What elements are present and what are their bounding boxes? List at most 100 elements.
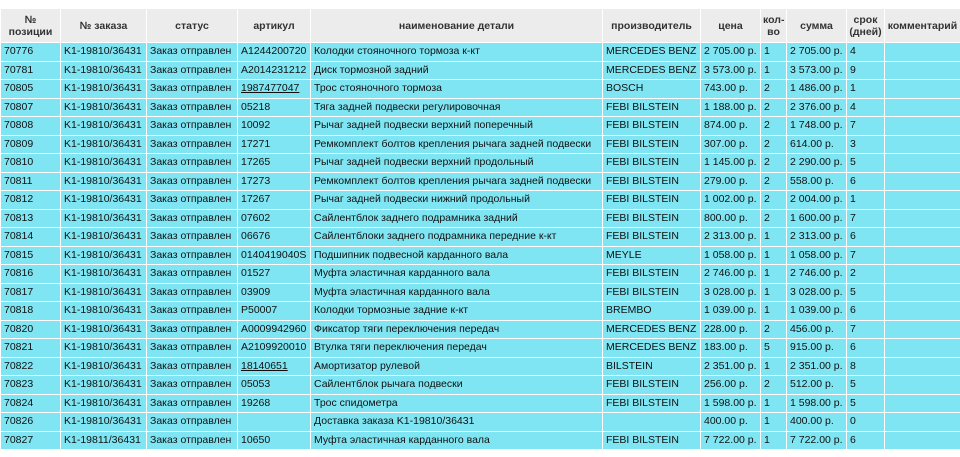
header-row: № позиции № заказа статус артикул наименован… <box>0 8 960 43</box>
orders-table: № позиции № заказа статус артикул наименован… <box>0 8 960 450</box>
table-row: 70818 K1-19810/36431 Заказ отправлен P50007… <box>0 301 960 321</box>
table-row: 70816 K1-19810/36431 Заказ отправлен 01527 М… <box>0 264 960 284</box>
empty-cell <box>884 301 960 321</box>
table-cell: 6 <box>846 227 885 247</box>
table-row: 70781 K1-19810/36431 Заказ отправлен A20142… <box>0 60 960 80</box>
table-cell: 4 <box>846 97 885 117</box>
table-cell: 70781 <box>0 60 61 80</box>
table-cell: 5 <box>846 375 885 395</box>
table-cell: K1-19810/36431 <box>60 79 147 99</box>
empty-cell <box>884 393 960 413</box>
table-cell: 70824 <box>0 393 61 413</box>
table-cell: 743.00 р. <box>700 79 761 99</box>
table-cell: 1 <box>760 227 787 247</box>
table-cell: 10092 <box>237 116 311 136</box>
table-cell: FEBI BILSTEIN <box>602 282 701 302</box>
table-cell: 2 004.00 р. <box>786 190 847 210</box>
table-row: 70812 K1-19810/36431 Заказ отправлен 17267 Р… <box>0 190 960 210</box>
table-cell: 2 <box>760 116 787 136</box>
table-cell: 10650 <box>237 430 311 450</box>
table-cell: 17271 <box>237 134 311 154</box>
table-cell: FEBI BILSTEIN <box>602 190 701 210</box>
table-cell: 1 <box>846 190 885 210</box>
table-cell: K1-19810/36431 <box>60 208 147 228</box>
table-cell: Заказ отправлен <box>146 282 238 302</box>
table-row: 70823 K1-19810/36431 Заказ отправлен 05053 С… <box>0 375 960 395</box>
column-header: производитель <box>602 8 701 43</box>
empty-cell <box>884 264 960 284</box>
column-header: артикул <box>237 8 311 43</box>
table-cell: 17273 <box>237 171 311 191</box>
table-cell: 2 <box>760 375 787 395</box>
article-link[interactable]: 18140651 <box>241 359 288 372</box>
table-cell: Заказ отправлен <box>146 393 238 413</box>
table-cell: FEBI BILSTEIN <box>602 264 701 284</box>
table-cell: 279.00 р. <box>700 171 761 191</box>
table-cell: 70822 <box>0 356 61 376</box>
table-cell: FEBI BILSTEIN <box>602 430 701 450</box>
table-cell: Ремкомплект болтов крепления рычага задн… <box>310 134 603 154</box>
column-header: комментарий <box>884 8 960 43</box>
table-cell: 2 <box>846 264 885 284</box>
table-cell: 1 188.00 р. <box>700 97 761 117</box>
table-cell: Колодки тормозные задние к-кт <box>310 301 603 321</box>
empty-cell <box>884 282 960 302</box>
table-cell: 70826 <box>0 412 61 432</box>
table-row: 70824 K1-19810/36431 Заказ отправлен 19268 Т… <box>0 393 960 413</box>
empty-cell <box>884 190 960 210</box>
empty-cell <box>884 153 960 173</box>
table-cell: 5 <box>846 282 885 302</box>
table-cell: K1-19810/36431 <box>60 338 147 358</box>
table-cell: Амортизатор рулевой <box>310 356 603 376</box>
table-cell: 1 039.00 р. <box>786 301 847 321</box>
table-cell: 70823 <box>0 375 61 395</box>
article-link[interactable]: 1987477047 <box>241 82 300 95</box>
table-cell: 07602 <box>237 208 311 228</box>
table-cell: 2 <box>760 190 787 210</box>
table-cell: Заказ отправлен <box>146 356 238 376</box>
table-body: 70776 K1-19810/36431 Заказ отправлен A12442… <box>0 42 960 450</box>
table-cell: Заказ отправлен <box>146 97 238 117</box>
table-cell: 70809 <box>0 134 61 154</box>
table-cell: Заказ отправлен <box>146 245 238 265</box>
empty-cell <box>884 97 960 117</box>
table-cell: K1-19810/36431 <box>60 153 147 173</box>
table-cell: K1-19810/36431 <box>60 134 147 154</box>
table-cell: 7 722.00 р. <box>786 430 847 450</box>
table-cell: 2 705.00 р. <box>786 42 847 62</box>
table-cell: 1 600.00 р. <box>786 208 847 228</box>
table-cell: 3 028.00 р. <box>700 282 761 302</box>
table-cell: Втулка тяги переключения передач <box>310 338 603 358</box>
table-cell: FEBI BILSTEIN <box>602 171 701 191</box>
table-cell: 2 313.00 р. <box>786 227 847 247</box>
table-cell: 1 145.00 р. <box>700 153 761 173</box>
table-cell: 2 <box>760 153 787 173</box>
table-cell: 1 <box>760 356 787 376</box>
table-cell: MERCEDES BENZ <box>602 319 701 339</box>
table-cell: A2014231212 <box>237 60 311 80</box>
empty-cell <box>602 412 701 432</box>
table-cell: Сайлентблок рычага подвески <box>310 375 603 395</box>
table-row: 70811 K1-19810/36431 Заказ отправлен 17273 Р… <box>0 171 960 191</box>
table-cell: 874.00 р. <box>700 116 761 136</box>
table-cell: 06676 <box>237 227 311 247</box>
empty-cell <box>884 208 960 228</box>
table-cell: 228.00 р. <box>700 319 761 339</box>
table-cell: 1 058.00 р. <box>786 245 847 265</box>
table-cell: 70812 <box>0 190 61 210</box>
column-header: № позиции <box>0 8 61 43</box>
table-cell: 6 <box>846 430 885 450</box>
empty-cell <box>884 375 960 395</box>
table-cell: 256.00 р. <box>700 375 761 395</box>
table-cell: 70776 <box>0 42 61 62</box>
table-cell: FEBI BILSTEIN <box>602 375 701 395</box>
table-cell: 1 002.00 р. <box>700 190 761 210</box>
table-row: 70813 K1-19810/36431 Заказ отправлен 07602 С… <box>0 208 960 228</box>
table-cell: FEBI BILSTEIN <box>602 393 701 413</box>
table-cell: BREMBO <box>602 301 701 321</box>
table-cell: K1-19810/36431 <box>60 264 147 284</box>
table-cell: 70810 <box>0 153 61 173</box>
table-cell: Подшипник подвесной карданного вала <box>310 245 603 265</box>
table-cell: 70811 <box>0 171 61 191</box>
